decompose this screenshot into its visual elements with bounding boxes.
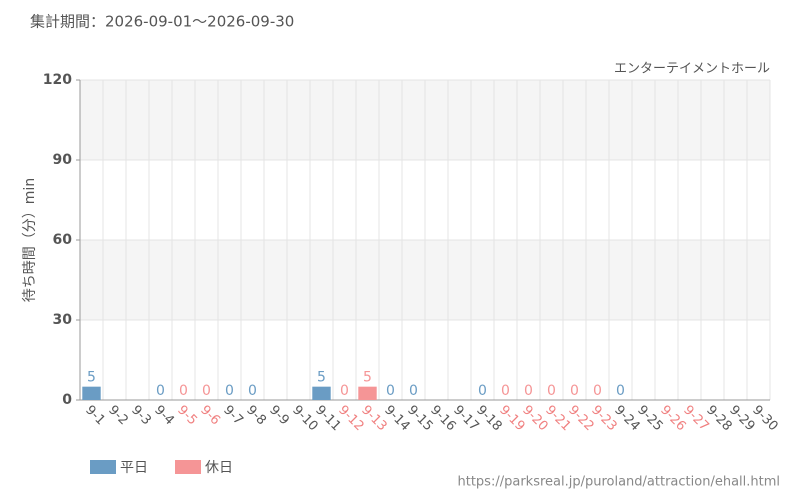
value-label: 0: [478, 383, 487, 399]
value-label: 0: [501, 383, 510, 399]
y-tick-label: 0: [62, 392, 72, 408]
y-tick-label: 30: [53, 312, 73, 328]
value-label: 0: [225, 383, 234, 399]
value-label: 5: [363, 370, 372, 386]
bar: [82, 386, 101, 400]
value-label: 0: [547, 383, 556, 399]
value-label: 0: [179, 383, 188, 399]
legend-swatch: [90, 460, 116, 474]
chart-title: 集計期間：2026-09-01～2026-09-30: [30, 13, 294, 31]
value-label: 0: [616, 383, 625, 399]
y-axis-label: 待ち時間（分）min: [22, 178, 38, 302]
value-label: 0: [386, 383, 395, 399]
legend-label: 休日: [205, 460, 233, 476]
value-label: 0: [409, 383, 418, 399]
value-label: 0: [524, 383, 533, 399]
y-tick-label: 60: [53, 232, 73, 248]
chart-subtitle: エンターテイメントホール: [614, 62, 770, 77]
footer-url: https://parksreal.jp/puroland/attraction…: [458, 475, 781, 490]
value-label: 0: [248, 383, 257, 399]
value-label: 0: [202, 383, 211, 399]
value-label: 0: [340, 383, 349, 399]
y-tick-label: 120: [43, 72, 72, 88]
legend-swatch: [175, 460, 201, 474]
value-label: 5: [317, 370, 326, 386]
value-label: 5: [87, 370, 96, 386]
y-tick-label: 90: [53, 152, 73, 168]
legend-label: 平日: [120, 460, 148, 476]
value-label: 0: [156, 383, 165, 399]
bar: [312, 386, 331, 400]
value-label: 0: [593, 383, 602, 399]
bar: [358, 386, 377, 400]
value-label: 0: [570, 383, 579, 399]
